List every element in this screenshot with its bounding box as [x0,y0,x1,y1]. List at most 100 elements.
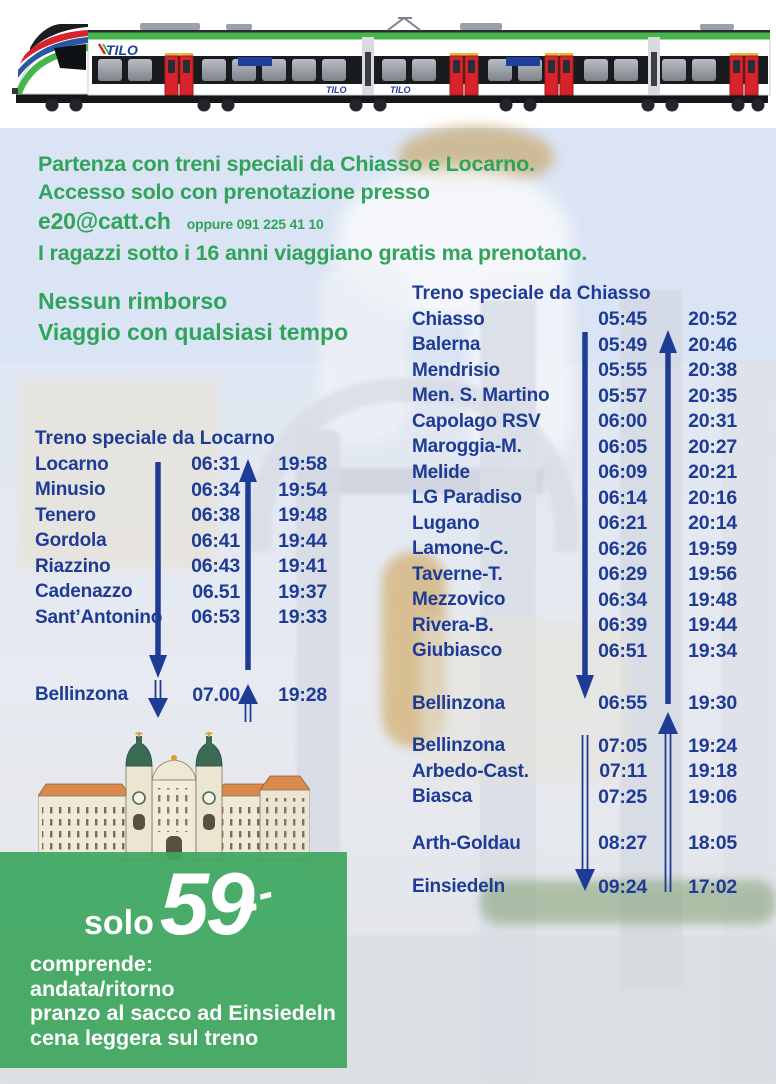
arrow-double-up-icon [238,684,258,704]
return-time: 19:24 [688,734,737,757]
departure-time: 06:34 [191,478,240,501]
station-name: Minusio [35,479,106,501]
svg-text:TILO: TILO [106,42,138,58]
station-name: Mezzovico [412,589,506,611]
table-row: Men. S. Martino 05:57 20:35 [412,384,737,410]
table-row: Locarno 06:31 19:58 [35,452,327,478]
return-time: 19:37 [278,580,327,603]
station-name: Bellinzona [35,684,129,706]
destination-sign [238,57,272,66]
station-name: Locarno [35,453,109,475]
departure-time: 06:39 [598,614,647,637]
table-row: Arbedo-Cast. 07:11 19:18 [412,759,737,785]
return-time: 20:35 [688,384,737,407]
return-time: 20:52 [688,308,737,331]
abbey-pavilion-roof [259,775,310,791]
return-time: 20:16 [688,486,737,509]
departure-time: 07:05 [598,734,647,757]
return-time: 20:27 [688,435,737,458]
departure-time: 07:25 [598,785,647,808]
train-wheels [45,98,765,112]
abbey-gable-ornament [171,755,177,761]
departure-time: 06:43 [191,555,240,578]
table-row: Lugano 06:21 20:14 [412,511,737,537]
return-time: 19:06 [688,785,737,808]
return-time: 19:41 [278,555,327,578]
return-time: 19:30 [688,692,737,715]
station-name: Einsiedeln [412,876,506,898]
table-row: Biasca 07:25 19:06 [412,785,737,811]
departure-time: 05:57 [598,384,647,407]
departure-time: 06:34 [598,588,647,611]
departure-time: 06:29 [598,563,647,586]
station-name: Lugano [412,512,480,534]
departure-time: 06:41 [191,529,240,552]
station-name: Lamone-C. [412,538,509,560]
station-name: Bellinzona [412,735,506,757]
abbey-windows [264,798,306,854]
train-green-stripe [88,32,770,40]
return-time: 19:34 [688,639,737,662]
table-row-arrival: Bellinzona 06:55 19:30 [412,691,737,717]
departure-time: 06:09 [598,461,647,484]
abbey-roof [38,783,131,797]
return-time: 19:48 [688,588,737,611]
return-time: 17:02 [688,875,737,898]
station-name: Gordola [35,530,107,552]
price-amount: 59 [159,854,255,953]
station-name: Maroggia-M. [412,436,522,458]
departure-time: 06:53 [191,606,240,629]
table-row: Giubiasco 06:51 19:34 [412,639,737,665]
table-row: Bellinzona 07:05 19:24 [412,734,737,760]
return-time: 20:46 [688,333,737,356]
departure-time: 09:24 [598,875,647,898]
departure-time: 06:05 [598,435,647,458]
includes-label: comprende: [30,952,154,976]
table-row: Mezzovico 06:34 19:48 [412,588,737,614]
departure-time: 05:55 [598,359,647,382]
table-row: Sant’Antonino 06:53 19:33 [35,605,327,631]
destination-sign [506,57,540,66]
departure-time: 08:27 [598,832,647,855]
station-name: Capolago RSV [412,410,541,432]
station-name: Men. S. Martino [412,385,550,407]
booking-phone: oppure 091 225 41 10 [186,216,324,232]
return-time: 19:48 [278,504,327,527]
abbey-gable [151,759,197,781]
departure-time: 07.00 [192,683,240,706]
intro-line-1: Partenza con treni speciali da Chiasso e… [38,152,535,176]
includes-item: andata/ritorno [30,976,175,1001]
chiasso-timetable: Treno speciale da Chiasso Chiasso 05:45 20… [412,283,737,923]
departure-time: 06:38 [191,504,240,527]
table-row: Minusio 06:34 19:54 [35,478,327,504]
return-time: 20:31 [688,410,737,433]
departure-time: 06:21 [598,512,647,535]
return-time: 20:21 [688,461,737,484]
return-time: 19:44 [278,529,327,552]
price-includes-list: comprende: andata/ritorno pranzo al sacc… [30,952,336,1050]
conditions-text-block: Nessun rimborso Viaggio con qualsiasi te… [38,286,348,348]
return-time: 19:18 [688,760,737,783]
abbey-tower [125,732,153,861]
departure-time: 05:49 [598,333,647,356]
table-row: Mendrisio 05:55 20:38 [412,358,737,384]
return-time: 20:38 [688,359,737,382]
table-row: Taverne-T. 06:29 19:56 [412,562,737,588]
table-row: Tenero 06:38 19:48 [35,503,327,529]
nose-blue-swoosh [18,37,88,78]
train-roofline [88,30,770,33]
svg-text:TILO: TILO [326,85,347,95]
windshield [54,44,86,70]
intro-text-block: Partenza con treni speciali da Chiasso e… [38,150,587,267]
return-time: 19:44 [688,614,737,637]
return-time: 18:05 [688,832,737,855]
return-time: 19:33 [278,606,327,629]
table-row: Maroggia-M. 06:05 20:27 [412,435,737,461]
departure-time: 06:51 [598,639,647,662]
intro-line-2: Accesso solo con prenotazione presso [38,180,430,204]
departure-time: 06.51 [192,580,240,603]
arrow-double-down-icon [148,698,168,718]
station-name: Rivera-B. [412,614,494,636]
return-time: 19:28 [278,683,327,706]
table-row: Arth-Goldau 08:27 18:05 [412,831,737,857]
